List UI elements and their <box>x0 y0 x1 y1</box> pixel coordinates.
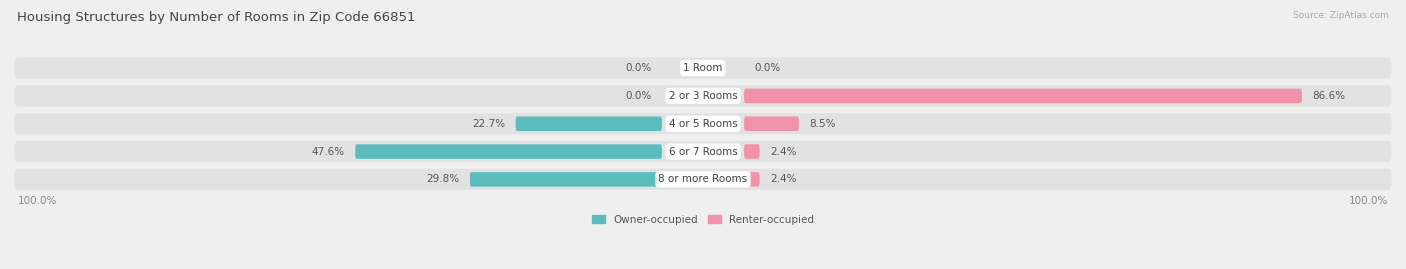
Text: 0.0%: 0.0% <box>755 63 780 73</box>
FancyBboxPatch shape <box>744 116 799 131</box>
Text: 0.0%: 0.0% <box>626 63 651 73</box>
Text: Housing Structures by Number of Rooms in Zip Code 66851: Housing Structures by Number of Rooms in… <box>17 11 415 24</box>
FancyBboxPatch shape <box>470 172 662 187</box>
Text: 1 Room: 1 Room <box>683 63 723 73</box>
Text: 8 or more Rooms: 8 or more Rooms <box>658 174 748 185</box>
FancyBboxPatch shape <box>14 85 1392 107</box>
FancyBboxPatch shape <box>744 144 759 159</box>
FancyBboxPatch shape <box>356 144 662 159</box>
FancyBboxPatch shape <box>516 116 662 131</box>
Text: 8.5%: 8.5% <box>808 119 835 129</box>
Text: 2 or 3 Rooms: 2 or 3 Rooms <box>669 91 737 101</box>
Text: 100.0%: 100.0% <box>18 196 58 206</box>
Text: 22.7%: 22.7% <box>472 119 505 129</box>
Text: 86.6%: 86.6% <box>1312 91 1346 101</box>
FancyBboxPatch shape <box>14 141 1392 162</box>
Text: 4 or 5 Rooms: 4 or 5 Rooms <box>669 119 737 129</box>
FancyBboxPatch shape <box>14 169 1392 190</box>
Text: 47.6%: 47.6% <box>312 147 344 157</box>
Text: 100.0%: 100.0% <box>1348 196 1388 206</box>
Text: 29.8%: 29.8% <box>426 174 460 185</box>
FancyBboxPatch shape <box>744 172 759 187</box>
FancyBboxPatch shape <box>14 58 1392 79</box>
FancyBboxPatch shape <box>14 113 1392 134</box>
FancyBboxPatch shape <box>744 89 1302 103</box>
Text: 0.0%: 0.0% <box>626 91 651 101</box>
Text: 6 or 7 Rooms: 6 or 7 Rooms <box>669 147 737 157</box>
Text: 2.4%: 2.4% <box>770 174 796 185</box>
Text: 2.4%: 2.4% <box>770 147 796 157</box>
Text: Source: ZipAtlas.com: Source: ZipAtlas.com <box>1294 11 1389 20</box>
Legend: Owner-occupied, Renter-occupied: Owner-occupied, Renter-occupied <box>592 215 814 225</box>
